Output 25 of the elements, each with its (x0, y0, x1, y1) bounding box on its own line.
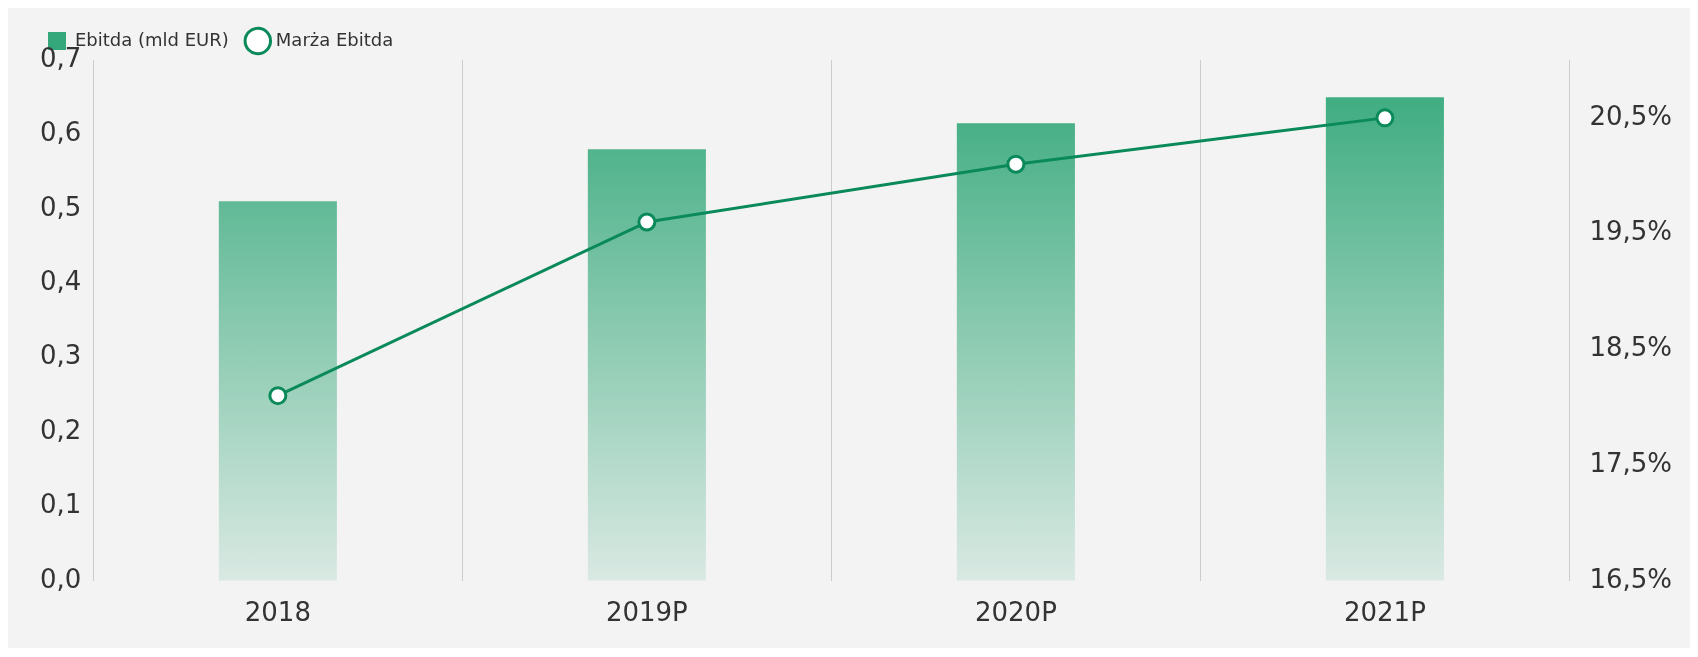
y-tick-label: 0,5 (39, 191, 82, 222)
point (637, 212, 657, 232)
y-tick-label: 0,6 (39, 117, 82, 148)
y2-tick-label: 19,5% (1589, 216, 1673, 247)
bar (1325, 97, 1444, 581)
y2-tick-label: 16,5% (1589, 563, 1673, 594)
x-tick-label: 2021P (1343, 597, 1426, 628)
bar (956, 123, 1075, 581)
y2-tick-label: 17,5% (1589, 447, 1673, 478)
x-tick-label: 2018 (244, 597, 311, 628)
y2-tick-label: 18,5% (1589, 332, 1673, 363)
x-tick-label: 2020P (974, 597, 1057, 628)
y-tick-label: 0,0 (39, 563, 82, 594)
y-tick-label: 0,2 (39, 414, 82, 445)
y2-tick-label: 20,5% (1589, 100, 1673, 131)
bar (218, 201, 337, 581)
point (1006, 154, 1026, 174)
bar (587, 149, 706, 581)
point (1375, 108, 1395, 128)
legend-label: Marża Ebitda (275, 28, 394, 50)
x-tick-label: 2019P (605, 597, 688, 628)
point (268, 386, 288, 406)
y-tick-label: 0,4 (39, 265, 82, 296)
y-tick-label: 0,1 (39, 489, 82, 520)
y-tick-label: 0,3 (39, 340, 82, 371)
